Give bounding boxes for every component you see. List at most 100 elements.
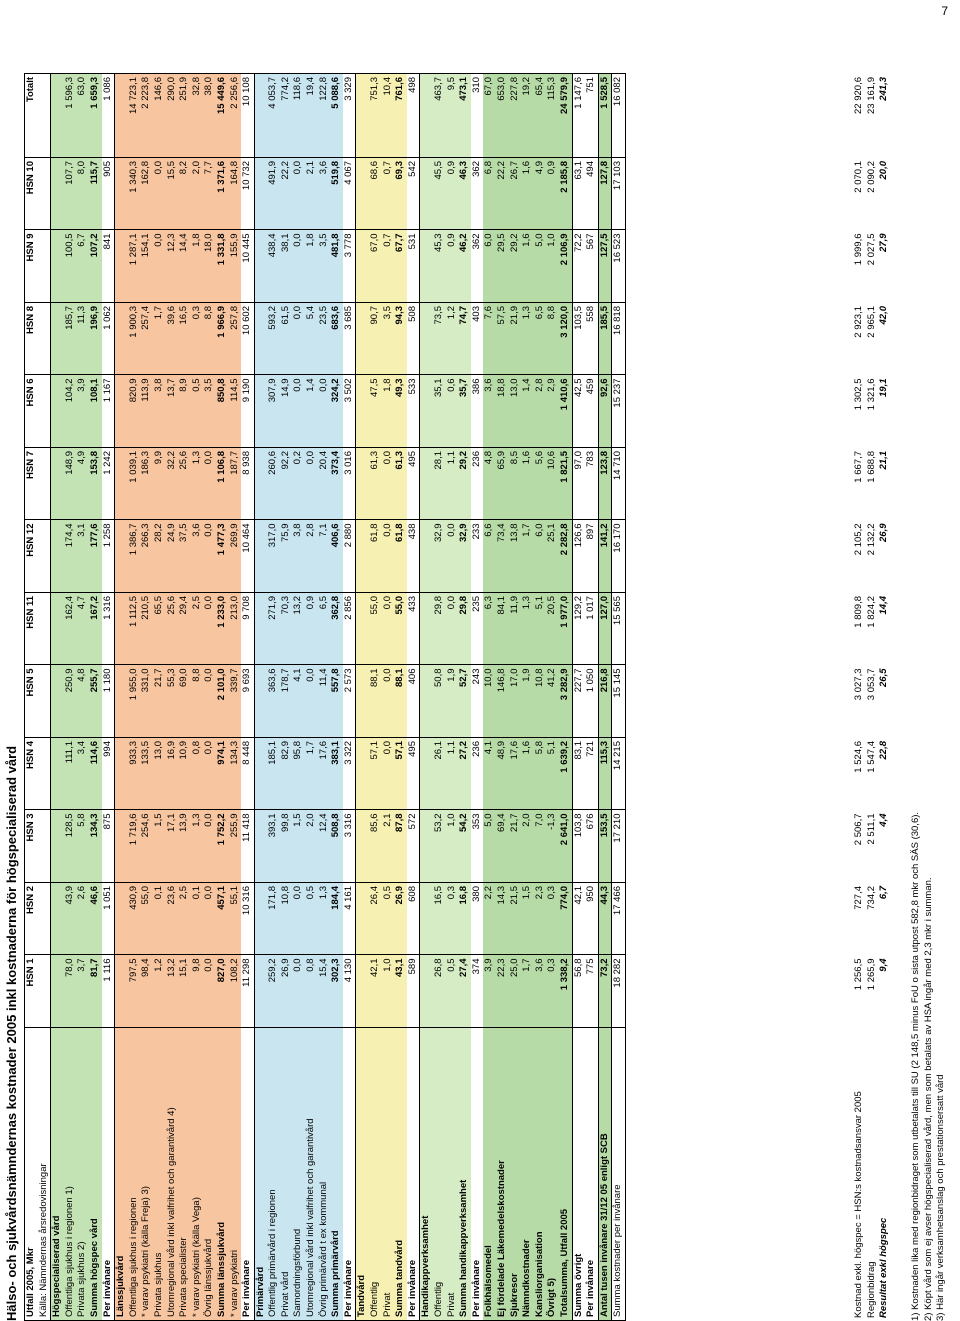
table-cell: 257,8 — [228, 302, 242, 375]
table-cell — [254, 592, 268, 665]
table-cell: 593,2 — [267, 302, 280, 375]
table-cell: 32,9 — [458, 520, 471, 593]
row-label: * varav psykiatri — [228, 1027, 242, 1321]
table-cell — [254, 520, 268, 593]
table-cell: 103,5 — [572, 302, 586, 375]
table-cell — [419, 157, 433, 230]
table-cell: 727,4 — [853, 886, 864, 910]
table-cell: 850,8 — [215, 375, 229, 448]
table-cell: 35,1 — [433, 375, 446, 448]
table-cell: 16,5 — [433, 882, 446, 955]
table-cell: 0,3 — [546, 882, 559, 955]
table-cell: 5,0 — [533, 230, 547, 303]
row-label: Utomregional vård inkl valfrihet och gar… — [165, 1027, 179, 1321]
cost-table: Utfall 2005, Mkr HSN 1 HSN 2 HSN 3 HSN 4 HSN … — [24, 73, 626, 1321]
table-cell: 107,2 — [88, 230, 102, 303]
table-cell: 0,7 — [381, 230, 395, 303]
table-cell: 897 — [585, 520, 599, 593]
table-cell: 185,5 — [598, 302, 612, 375]
table-cell: 13,9 — [178, 810, 191, 883]
table-cell: 68,6 — [369, 157, 382, 230]
row-label: Per invånare — [585, 1027, 599, 1321]
table-cell — [419, 375, 433, 448]
table-cell — [355, 375, 370, 448]
table-cell: 0,0 — [381, 592, 395, 665]
table-cell: 0,0 — [203, 520, 216, 593]
table-cell: 775 — [585, 955, 599, 1028]
table-cell: 42,5 — [572, 375, 586, 448]
table-cell: 2 256,6 — [228, 73, 242, 158]
table-cell: 25,6 — [178, 447, 191, 520]
footnotes: 1) Kostnaden lika med regionbidraget som… — [910, 812, 948, 1321]
table-cell: 3,5 — [317, 230, 331, 303]
table-cell: 4 130 — [342, 955, 356, 1028]
empty-cell — [37, 592, 51, 665]
table-cell: 65,5 — [152, 592, 166, 665]
table-cell: 1,0 — [445, 810, 459, 883]
table-cell: 2,8 — [305, 520, 318, 593]
table-cell: 87,8 — [394, 810, 407, 883]
table-cell: 162,8 — [140, 157, 153, 230]
table-row: Handikappverksamhet — [419, 73, 433, 1321]
table-cell: 10,0 — [483, 665, 496, 738]
table-cell: 8 448 — [241, 737, 255, 810]
table-cell: 933,3 — [127, 737, 141, 810]
table-cell: 1,9 — [521, 665, 534, 738]
table-row: Nämndkostnader 1,7 1,5 2,0 1,6 1,9 1,3 1,7 1,6 1,… — [521, 73, 534, 1321]
table-cell: 213,0 — [228, 592, 242, 665]
table-cell — [50, 302, 64, 375]
table-cell: 463,7 — [433, 73, 446, 158]
table-cell — [114, 810, 128, 883]
table-cell: 3,6 — [533, 955, 547, 1028]
table-cell: 48,9 — [495, 737, 509, 810]
table-cell: 0,7 — [381, 157, 395, 230]
table-cell: 243 — [470, 665, 484, 738]
table-row: Summa högspec vård 81,7 46,6 134,3 114,6 255,… — [88, 73, 102, 1321]
table-cell: 519,8 — [330, 157, 343, 230]
table-cell: 11 418 — [241, 810, 255, 883]
table-cell: 43,9 — [63, 882, 77, 955]
table-cell — [50, 375, 64, 448]
table-row: Övrig primärvård t ex kommunal 15,4 1,3 12,… — [317, 73, 331, 1321]
table-cell: 3 316 — [342, 810, 356, 883]
table-cell: 6,5 — [317, 592, 331, 665]
table-cell: 1,2 — [152, 955, 166, 1028]
table-cell: 0,0 — [152, 157, 166, 230]
table-cell: 126,6 — [572, 520, 586, 593]
table-cell: 94,3 — [394, 302, 407, 375]
table-cell: 134,3 — [88, 810, 102, 883]
table-cell: 177,6 — [88, 520, 102, 593]
table-cell — [254, 302, 268, 375]
row-label: Per invånare — [342, 1027, 356, 1321]
table-cell: 67,7 — [394, 230, 407, 303]
table-cell: 8,9 — [178, 375, 191, 448]
table-cell — [254, 737, 268, 810]
table-cell: 1,3 — [521, 592, 534, 665]
table-cell: 14,4 — [878, 596, 890, 615]
table-cell: 10 464 — [241, 520, 255, 593]
table-cell: 27,2 — [458, 737, 471, 810]
table-row: Per invånare 374 380 353 236 243 235 233 236 386 4… — [470, 73, 484, 1321]
table-cell: 266,3 — [140, 520, 153, 593]
column-header: HSN 10 — [24, 157, 38, 230]
table-cell: 2 090,2 — [865, 161, 877, 193]
table-cell: 1,1 — [445, 447, 459, 520]
column-header: Totalt — [24, 73, 38, 158]
table-cell: 14,3 — [495, 882, 509, 955]
table-cell: 61,5 — [279, 302, 293, 375]
table-cell: 70,3 — [279, 592, 293, 665]
table-cell: 9,9 — [152, 447, 166, 520]
table-cell: 12,4 — [317, 810, 331, 883]
table-cell: 26,5 — [878, 668, 890, 688]
row-label: Regionbidrag — [865, 1261, 877, 1318]
table-cell: 508 — [406, 302, 420, 375]
table-cell: 5,4 — [305, 302, 318, 375]
table-cell — [114, 73, 128, 158]
table-cell: 2 965,1 — [865, 306, 877, 338]
row-label: Utomregional vård inkl valfrihet och gar… — [305, 1027, 318, 1321]
table-cell: 17,1 — [165, 810, 179, 883]
table-cell: 154,1 — [140, 230, 153, 303]
table-cell: 3,1 — [76, 520, 89, 593]
table-cell: 23,5 — [317, 302, 331, 375]
table-cell — [50, 737, 64, 810]
